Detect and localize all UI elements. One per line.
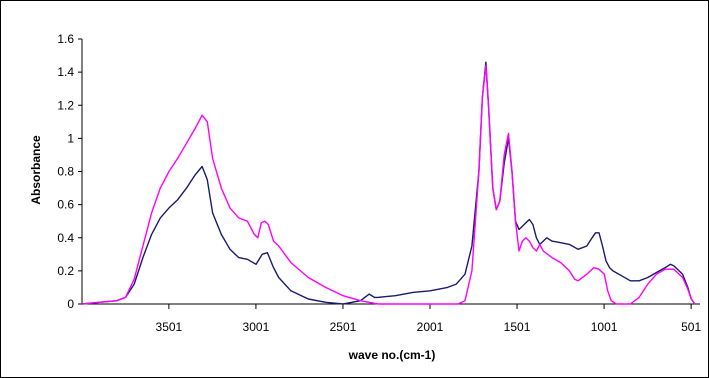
y-tick-label: 0.2 [57, 264, 74, 278]
y-tick-label: 1 [67, 131, 74, 145]
y-tick-label: 0 [67, 297, 74, 311]
y-axis-title: Absorbance [29, 135, 43, 205]
y-tick-label: 1.4 [57, 65, 74, 79]
x-tick-label: 1501 [504, 320, 531, 334]
x-tick-label: 2501 [330, 320, 357, 334]
x-tick-label: 2001 [417, 320, 444, 334]
x-axis-title: wave no.(cm-1) [348, 348, 436, 362]
x-tick-label: 3001 [243, 320, 270, 334]
y-tick-label: 0.6 [57, 198, 74, 212]
y-tick-label: 1.6 [57, 32, 74, 46]
x-tick-label: 501 [681, 320, 701, 334]
series-layer [81, 61, 696, 305]
y-tick-label: 0.4 [57, 231, 74, 245]
series-line-1 [81, 61, 696, 305]
x-tick-label: 1001 [591, 320, 618, 334]
y-tick-label: 1.2 [57, 98, 74, 112]
y-tick-label: 0.8 [57, 165, 74, 179]
series-line-2 [81, 64, 696, 305]
y-axis: 0 0.2 0.4 0.6 0.8 1 1.2 1.4 1.6 [57, 32, 83, 311]
x-tick-label: 3501 [156, 320, 183, 334]
